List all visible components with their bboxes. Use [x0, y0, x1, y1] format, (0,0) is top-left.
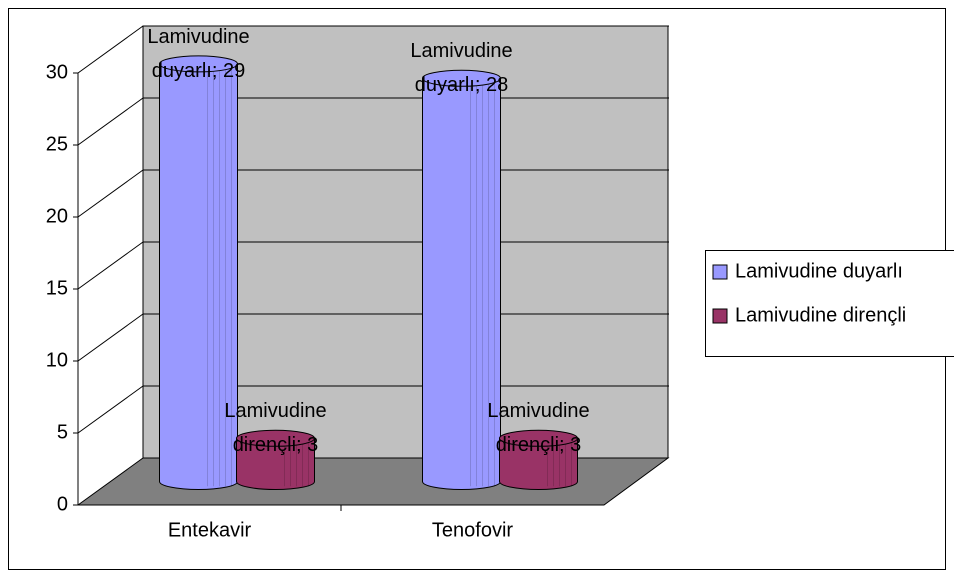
cylinder — [499, 429, 578, 490]
legend-swatch — [712, 308, 728, 324]
grid-line — [77, 241, 144, 290]
x-tick-label: Entekavir — [168, 519, 252, 541]
y-tick-label: 30 — [46, 61, 68, 83]
cylinder-part — [499, 437, 578, 490]
legend-box — [705, 250, 954, 357]
cylinder — [159, 55, 238, 490]
grid-line — [77, 25, 144, 74]
grid-line — [77, 385, 144, 434]
data-label: Lamivudine dirençli; 3 — [224, 400, 327, 457]
cylinder-part — [236, 437, 315, 490]
cylinder-part — [499, 429, 578, 447]
data-label: Lamivudine dirençli; 3 — [487, 400, 590, 457]
grid-line — [77, 313, 144, 362]
data-label: Lamivudine duyarlı; 29 — [147, 25, 250, 82]
y-tick-label: 15 — [46, 277, 68, 299]
y-tick-label: 10 — [46, 349, 68, 371]
legend-swatch — [712, 264, 728, 280]
cylinder-part — [422, 77, 501, 490]
cylinder-part — [236, 429, 315, 447]
grid-line — [77, 169, 144, 218]
data-label: Lamivudine duyarlı; 28 — [410, 40, 513, 97]
y-tick-label: 0 — [57, 493, 68, 515]
y-tick-label: 5 — [57, 421, 68, 443]
cylinder — [422, 69, 501, 490]
y-tick-label: 25 — [46, 133, 68, 155]
cylinder-part — [159, 55, 238, 73]
x-tick-label: Tenofovir — [432, 519, 513, 541]
legend-label: Lamivudine dirençli — [735, 304, 906, 326]
cylinder-part — [159, 63, 238, 490]
cylinder-part — [422, 69, 501, 87]
grid-line — [77, 97, 144, 146]
legend-label: Lamivudine duyarlı — [735, 260, 903, 282]
cylinder — [236, 429, 315, 490]
y-tick-label: 20 — [46, 205, 68, 227]
